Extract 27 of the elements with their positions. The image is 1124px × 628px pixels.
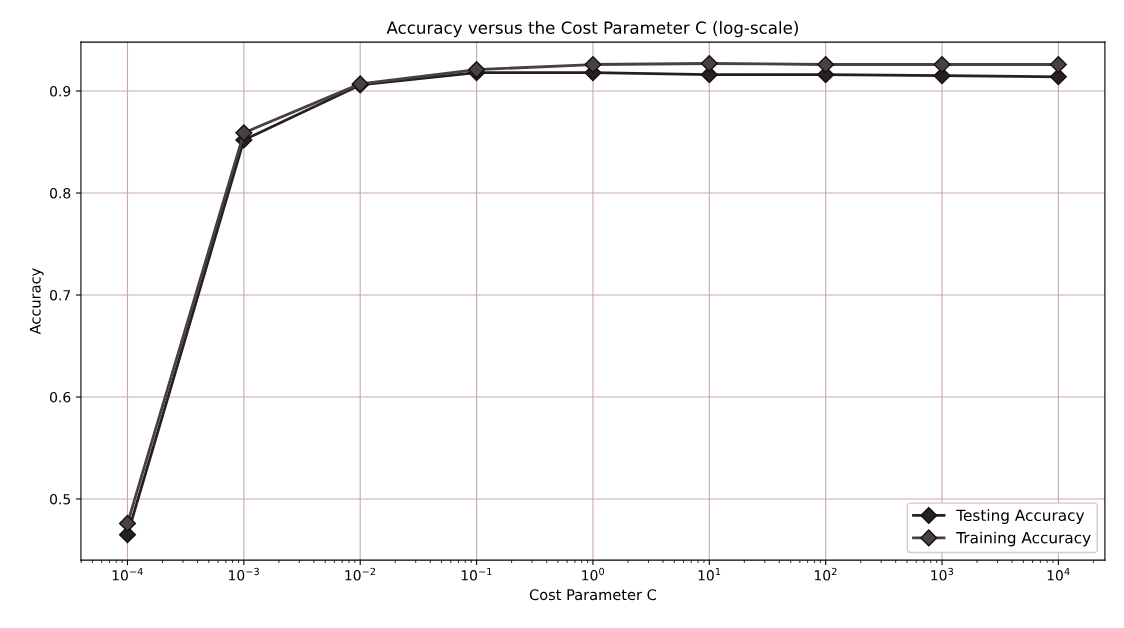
x-tick-label: 10$^{−4}$ <box>112 567 143 581</box>
point <box>118 514 137 533</box>
x-tick-label: 10$^{−2}$ <box>345 567 376 581</box>
legend-label: Training Accuracy <box>956 531 1091 547</box>
x-tick-label: 10$^{−1}$ <box>461 567 492 581</box>
point <box>1049 55 1067 74</box>
y-axis-title: Accuracy <box>29 268 44 335</box>
point <box>817 55 835 74</box>
point <box>700 54 718 73</box>
x-tick-label: 10$^{−3}$ <box>229 567 259 581</box>
y-tick-label: 0.9 <box>50 86 71 97</box>
y-tick-label: 0.5 <box>50 493 70 505</box>
y-tick-label: 0.7 <box>50 289 71 301</box>
x-tick-label: 10$^{0}$ <box>582 567 605 581</box>
x-tick-label: 10$^{3}$ <box>931 567 954 581</box>
x-tick-label: 10$^{2}$ <box>814 567 837 581</box>
chart-title: Accuracy versus the Cost Parameter C (log-scale) <box>386 21 798 38</box>
x-tick-label: 10$^{4}$ <box>1047 567 1070 581</box>
x-axis-title: Cost Parameter C <box>529 589 656 601</box>
x-tick-label: 10$^{1}$ <box>698 567 721 581</box>
y-tick-label: 0.6 <box>50 391 71 403</box>
point <box>584 55 602 74</box>
legend-label: Testing Accuracy <box>956 509 1085 524</box>
point <box>933 55 951 74</box>
y-tick-label: 0.8 <box>50 187 71 199</box>
point <box>235 124 253 142</box>
point <box>1049 68 1067 86</box>
